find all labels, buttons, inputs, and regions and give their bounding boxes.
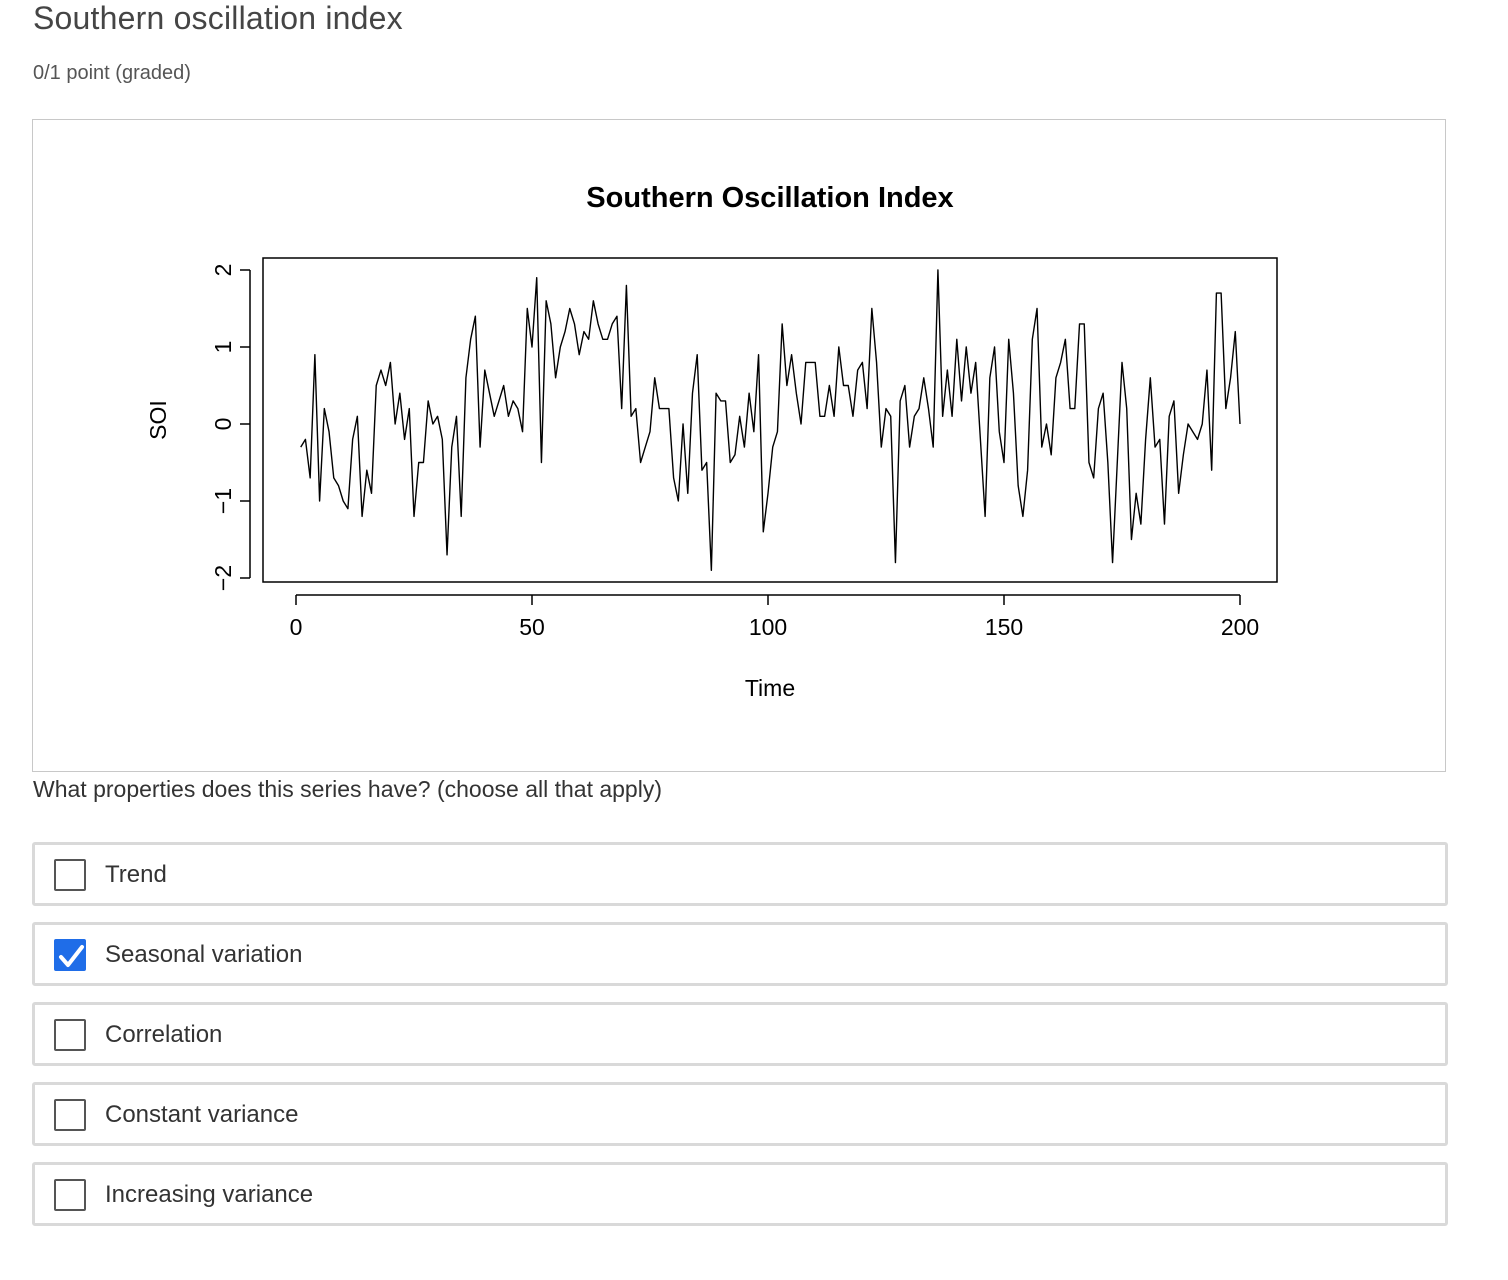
checkbox[interactable] (54, 859, 86, 891)
question-text: What properties does this series have? (… (33, 776, 662, 802)
x-tick-label: 50 (519, 614, 545, 640)
choice-item[interactable]: Constant variance (32, 1082, 1448, 1146)
soi-line-chart: Southern Oscillation Index 0 50 100 150 200 … (145, 182, 1278, 701)
choice-label: Constant variance (105, 1101, 299, 1128)
choice-item[interactable]: Seasonal variation (32, 922, 1448, 986)
x-tick-label: 200 (1221, 614, 1259, 640)
y-tick-label: 1 (210, 341, 236, 354)
x-tick-label: 150 (985, 614, 1023, 640)
checkmark-icon (59, 945, 84, 967)
x-axis: 0 50 100 150 200 (290, 594, 1259, 640)
choice-label: Seasonal variation (105, 941, 303, 968)
choice-label: Trend (105, 861, 167, 888)
choice-item[interactable]: Correlation (32, 1002, 1448, 1066)
y-tick-label: −1 (210, 488, 236, 514)
y-axis-label: SOI (145, 400, 171, 440)
checkbox[interactable] (54, 1099, 86, 1131)
checkbox-checked[interactable] (54, 939, 86, 971)
chart-figure: Southern Oscillation Index 0 50 100 150 200 … (32, 119, 1446, 772)
choice-item[interactable]: Trend (32, 842, 1448, 906)
checkbox[interactable] (54, 1179, 86, 1211)
y-tick-label: −2 (210, 565, 236, 591)
choice-item[interactable]: Increasing variance (32, 1162, 1448, 1226)
plot-frame (262, 257, 1278, 583)
y-tick-label: 0 (210, 418, 236, 431)
x-tick-label: 100 (749, 614, 787, 640)
points-status: 0/1 point (graded) (33, 62, 191, 84)
choice-label: Increasing variance (105, 1181, 314, 1208)
checkbox[interactable] (54, 1019, 86, 1051)
x-tick-label: 0 (290, 614, 303, 640)
soi-series-line (300, 269, 1241, 571)
choice-label: Correlation (105, 1021, 223, 1048)
chart-title: Southern Oscillation Index (586, 182, 953, 214)
problem-title: Southern oscillation index (33, 0, 403, 36)
y-tick-label: 2 (210, 264, 236, 277)
x-axis-label: Time (745, 675, 795, 701)
y-axis: −2 −1 0 1 2 (210, 264, 251, 591)
